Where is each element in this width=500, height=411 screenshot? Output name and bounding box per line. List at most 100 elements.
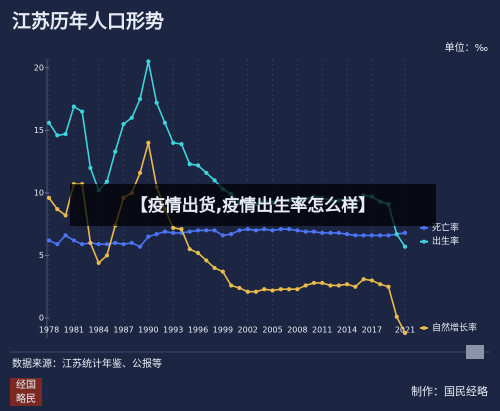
- point: [88, 240, 93, 246]
- point: [121, 121, 126, 127]
- logo-box: [10, 378, 42, 406]
- point: [63, 131, 68, 137]
- point: [137, 96, 143, 102]
- point: [220, 269, 225, 274]
- point: [46, 120, 52, 125]
- point: [63, 233, 68, 238]
- point: [229, 283, 234, 288]
- point: [71, 104, 76, 109]
- point: [253, 289, 259, 294]
- point: [220, 233, 225, 238]
- point: [328, 230, 333, 236]
- point: [162, 229, 168, 234]
- point: [129, 240, 134, 246]
- y-tick-label: 10: [34, 188, 44, 197]
- y-tick-label: 15: [34, 126, 44, 135]
- x-tick-label: 2021: [395, 326, 415, 335]
- banner-box: [70, 184, 436, 226]
- point: [212, 265, 217, 271]
- source: 数据来源：江苏统计年鉴、公报等: [12, 357, 162, 370]
- legend-swatch: [422, 239, 426, 244]
- point: [96, 242, 101, 247]
- point: [353, 284, 358, 289]
- point: [146, 140, 151, 145]
- y-tick-label: 20: [34, 63, 44, 72]
- banner: 【疫情出货,疫情出生率怎么样】: [131, 195, 375, 216]
- point: [336, 283, 341, 288]
- point: [212, 228, 217, 233]
- y-tick-label: 0: [39, 313, 44, 322]
- x-tick-label: 2014: [337, 326, 357, 335]
- point: [344, 232, 350, 237]
- x-tick-label: 1984: [88, 326, 108, 335]
- point: [204, 228, 209, 233]
- logo-text: 略民: [16, 392, 36, 405]
- point: [262, 287, 267, 292]
- point: [71, 238, 76, 243]
- x-tick-label: 2002: [238, 326, 258, 335]
- point: [195, 163, 201, 168]
- point: [55, 207, 60, 212]
- point: [386, 233, 391, 238]
- point: [353, 233, 358, 238]
- point: [229, 232, 234, 237]
- point: [270, 288, 275, 293]
- legend-label: 自然增长率: [432, 321, 477, 333]
- point: [187, 161, 192, 167]
- point: [46, 195, 52, 200]
- point: [171, 230, 176, 236]
- point: [336, 230, 341, 236]
- point: [328, 283, 333, 288]
- point: [369, 233, 374, 238]
- point: [378, 282, 383, 287]
- x-tick-label: 2011: [312, 326, 332, 335]
- chart-title: 江苏历年人口形势: [12, 10, 164, 33]
- point: [179, 141, 184, 147]
- point: [369, 278, 374, 283]
- point: [113, 240, 118, 246]
- point: [278, 227, 283, 232]
- point: [402, 330, 408, 336]
- point: [46, 238, 52, 243]
- legend-label: 死亡率: [432, 221, 459, 233]
- point: [104, 253, 110, 258]
- x-tick-label: 1996: [188, 326, 208, 335]
- point: [154, 232, 159, 237]
- point: [171, 140, 176, 145]
- point: [154, 100, 159, 105]
- point: [195, 250, 201, 256]
- credit: 制作：国民经略: [411, 384, 488, 398]
- point: [320, 280, 325, 286]
- point: [237, 228, 242, 233]
- point: [237, 285, 242, 291]
- logo-text: 经国: [16, 378, 36, 391]
- point: [361, 233, 366, 238]
- point: [295, 287, 300, 292]
- point: [270, 228, 275, 233]
- point: [55, 242, 60, 247]
- point: [96, 260, 101, 266]
- legend-swatch: [422, 225, 426, 230]
- point: [303, 229, 308, 234]
- x-tick-label: 1990: [138, 326, 158, 335]
- x-tick-label: 2017: [362, 326, 382, 335]
- point: [137, 244, 143, 249]
- point: [253, 228, 259, 233]
- point: [402, 244, 408, 249]
- point: [113, 149, 118, 154]
- icon: [466, 345, 484, 359]
- point: [146, 234, 151, 239]
- point: [80, 109, 85, 114]
- point: [187, 247, 192, 252]
- point: [311, 229, 317, 234]
- point: [187, 229, 192, 234]
- point: [179, 227, 184, 232]
- point: [162, 120, 168, 125]
- point: [171, 225, 176, 231]
- point: [55, 133, 60, 138]
- point: [195, 228, 201, 233]
- point: [394, 232, 399, 237]
- point: [104, 242, 110, 247]
- point: [146, 59, 151, 64]
